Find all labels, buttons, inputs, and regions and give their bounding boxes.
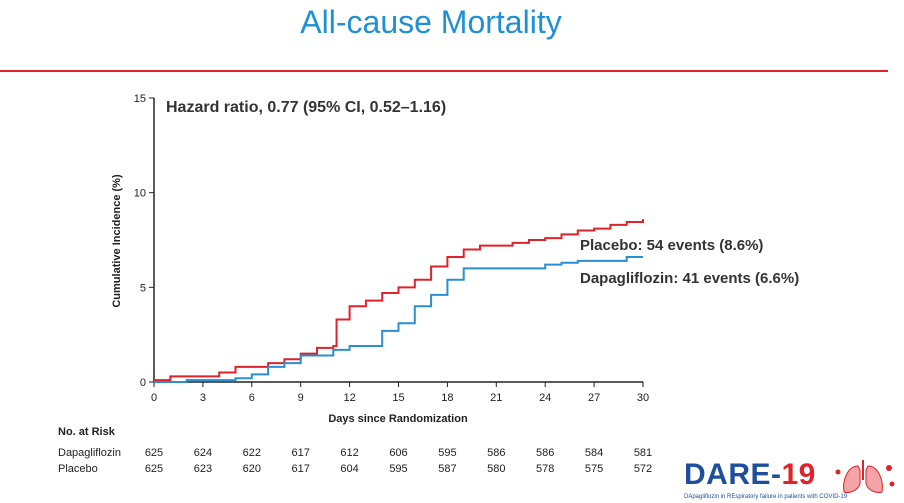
risk-row-placebo: Placebo 625 623 620 617 604 595 587 580 578 575 57…	[0, 463, 904, 477]
title-divider	[0, 70, 888, 72]
risk-value: 595	[389, 463, 408, 475]
risk-value: 587	[438, 463, 457, 475]
risk-table-header: No. at Risk	[58, 426, 115, 438]
logo-name: DARE-	[684, 458, 782, 491]
chart-series	[154, 219, 644, 383]
risk-row-label: Placebo	[58, 463, 98, 475]
x-tick-label: 12	[343, 392, 355, 404]
risk-value: 575	[584, 463, 604, 475]
risk-row-label: Dapagliflozin	[58, 447, 121, 459]
series-line-dapagliflozin	[154, 256, 643, 383]
risk-value: 584	[584, 447, 604, 459]
dare19-logo: DARE-19 DApagliflozin in REspiratory fai…	[684, 458, 904, 503]
x-tick-label: 30	[637, 392, 649, 404]
risk-value: 586	[487, 447, 506, 459]
placebo-series-label: Placebo: 54 events (8.6%)	[580, 237, 763, 254]
risk-value: 580	[487, 463, 506, 475]
risk-value: 578	[536, 463, 555, 475]
risk-value: 595	[438, 447, 457, 459]
risk-row-dapagliflozin: Dapagliflozin 625 624 622 617 612 606 595 586 58…	[0, 447, 904, 461]
hazard-ratio-annotation: Hazard ratio, 0.77 (95% CI, 0.52–1.16)	[166, 99, 446, 116]
lungs-virus-icon	[835, 460, 895, 493]
y-tick-label: 0	[140, 377, 146, 389]
risk-value: 604	[340, 463, 359, 475]
x-tick-label: 18	[441, 392, 453, 404]
risk-value: 572	[633, 463, 653, 475]
y-tick-label: 15	[134, 93, 146, 105]
risk-value: 586	[536, 447, 555, 459]
series-line-placebo	[154, 219, 644, 382]
x-tick-label: 21	[490, 392, 502, 404]
risk-value: 625	[144, 447, 164, 459]
risk-value: 625	[144, 463, 164, 475]
x-tick-label: 6	[249, 392, 255, 404]
risk-value: 620	[242, 463, 261, 475]
x-tick-label: 24	[539, 392, 551, 404]
logo-number: 19	[781, 458, 816, 491]
x-axis-label: Days since Randomization	[328, 413, 468, 425]
x-tick-label: 0	[151, 392, 157, 404]
x-tick-label: 15	[392, 392, 404, 404]
risk-value: 617	[291, 463, 310, 475]
logo-tagline: DApagliflozin in REspiratory failure in …	[684, 494, 848, 500]
slide-title: All-cause Mortality	[300, 4, 562, 40]
x-tick-label: 9	[298, 392, 304, 404]
y-tick-label: 10	[134, 188, 146, 200]
logo-wordmark: DARE-19	[684, 458, 816, 492]
risk-value: 581	[633, 447, 653, 459]
risk-value: 617	[291, 447, 310, 459]
risk-value: 612	[340, 447, 359, 459]
dapagliflozin-series-label: Dapagliflozin: 41 events (6.6%)	[580, 270, 799, 287]
y-axis-label: Cumulative Incidence (%)	[111, 174, 123, 308]
risk-value: 606	[389, 447, 408, 459]
chart-axes: 0 5 10 15 0 3 6 9 12 15 18 21 24 27 30	[134, 93, 649, 404]
x-tick-label: 3	[200, 392, 206, 404]
risk-value: 624	[193, 447, 213, 459]
risk-value: 622	[242, 447, 261, 459]
y-tick-label: 5	[140, 282, 146, 294]
x-tick-label: 27	[588, 392, 600, 404]
risk-value: 623	[193, 463, 213, 475]
